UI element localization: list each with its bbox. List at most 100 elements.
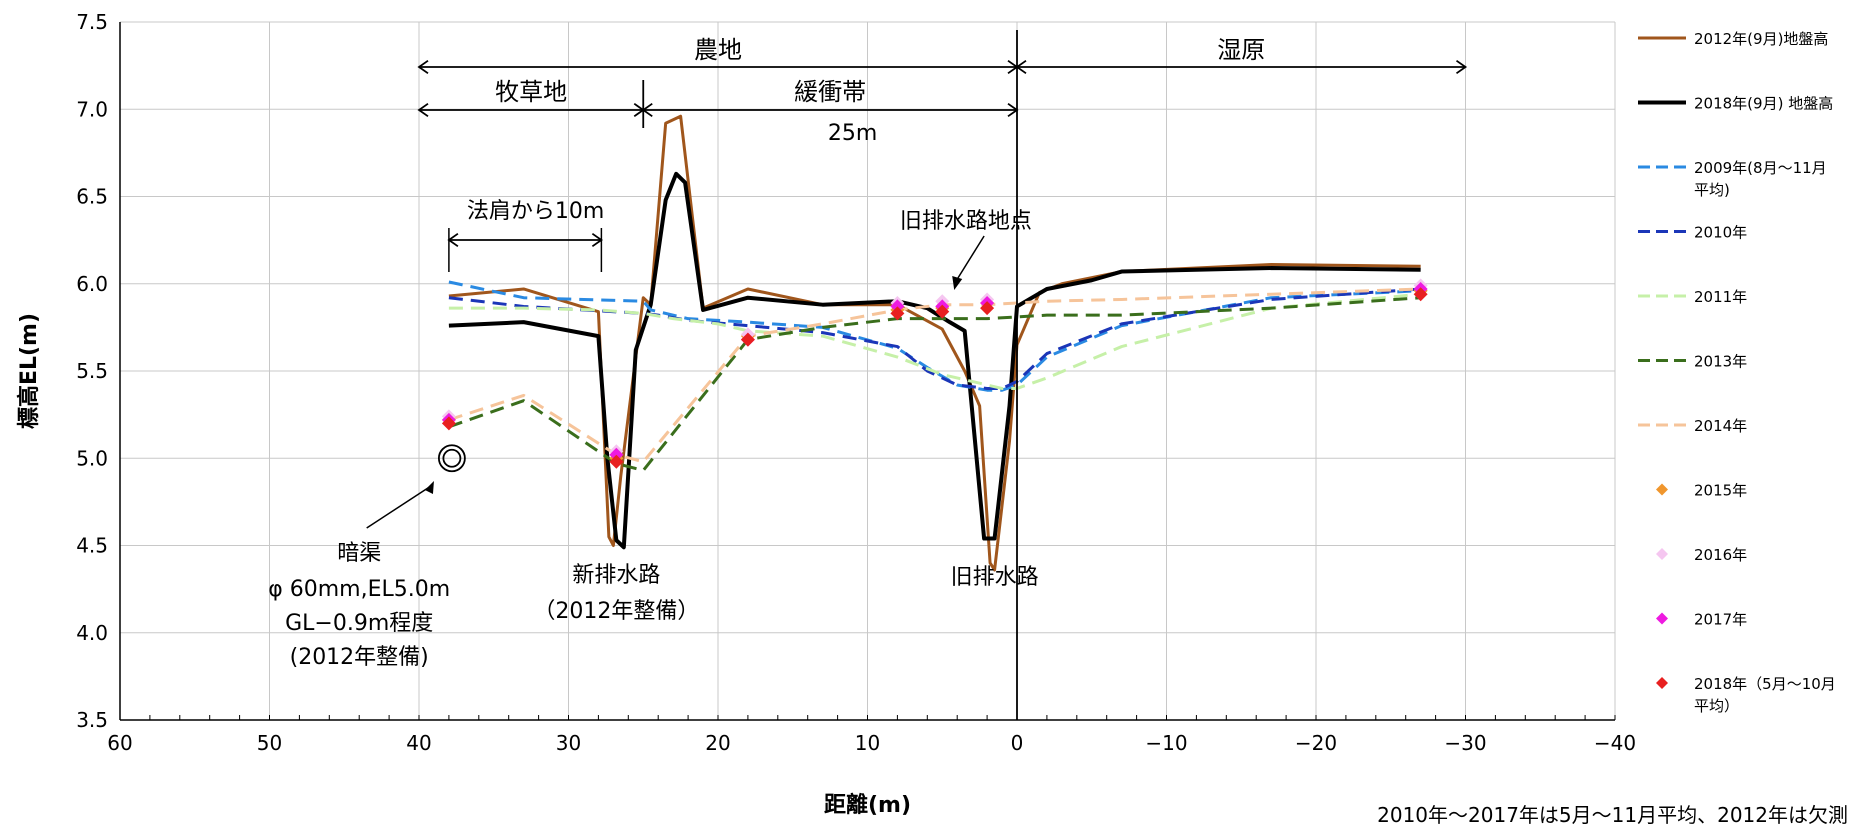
y-tick-label: 5.0	[76, 446, 108, 470]
legend-marker	[1656, 612, 1668, 625]
label-ankyo-2: GL−0.9m程度	[285, 611, 433, 636]
data-series	[441, 114, 1428, 572]
data-point	[890, 306, 905, 321]
label-width-25m: 25m	[828, 121, 877, 146]
data-point	[441, 416, 456, 431]
legend-label: 2018年(9月) 地盤高	[1694, 95, 1833, 113]
leader-line	[953, 235, 985, 285]
arrow-head	[1007, 102, 1019, 118]
x-tick-label: 0	[1011, 731, 1024, 755]
y-tick-label: 4.5	[76, 534, 108, 558]
label-ankyo-0: 暗渠	[337, 541, 381, 566]
legend-item: 2011年	[1638, 288, 1747, 306]
legend-label: 平均）	[1694, 697, 1739, 715]
label-bokusouchi: 牧草地	[495, 78, 567, 106]
x-tick-label: 40	[406, 731, 431, 755]
arrow-head	[417, 59, 429, 75]
series-10	[441, 287, 1428, 469]
legend-item: 2018年(9月) 地盤高	[1638, 95, 1833, 113]
y-tick-label: 3.5	[76, 708, 108, 732]
legend-marker	[1656, 677, 1668, 689]
y-tick-label: 7.5	[76, 10, 108, 34]
series-1	[448, 171, 1421, 550]
legend-item: 2010年	[1638, 224, 1747, 242]
label-nouchi: 農地	[694, 36, 742, 64]
arrow-head	[641, 102, 653, 118]
data-point	[740, 332, 755, 347]
series-4	[448, 292, 1421, 390]
series-5	[448, 296, 1421, 472]
legend-label: 2018年（5月～10月	[1694, 675, 1836, 693]
x-tick-label: −30	[1444, 731, 1486, 755]
x-tick-label: 10	[855, 731, 880, 755]
label-norikata: 法肩から10m	[467, 199, 604, 224]
arrow-head	[1455, 59, 1468, 75]
legend-label: 2010年	[1694, 224, 1747, 242]
label-ankyo-1: φ 60mm,EL5.0m	[268, 577, 450, 602]
culvert-inner-circle	[442, 448, 462, 468]
arrow-head	[591, 232, 603, 248]
culvert-outer-circle	[437, 444, 466, 473]
legend-label: 2015年	[1694, 482, 1747, 500]
culvert-leader-arrow	[424, 481, 434, 494]
x-tick-label: −40	[1594, 731, 1636, 755]
legend-label: 2013年	[1694, 353, 1747, 371]
data-point	[980, 301, 995, 316]
axes: 60 50 40 30 20 10 0 −10 −20 −30 −40 3.5 4.0 4.5 5.0 5.5…	[16, 10, 1636, 818]
arrow-head	[447, 232, 459, 248]
label-shinhaisui: 新排水路	[572, 563, 660, 588]
label-kanshoutai: 緩衝帯	[794, 78, 866, 106]
label-ankyo-3: (2012年整備)	[290, 645, 429, 670]
legend-label: 平均)	[1694, 181, 1730, 199]
x-tick-label: −20	[1295, 731, 1337, 755]
series-line	[448, 287, 1421, 390]
label-shitsugen: 湿原	[1217, 36, 1265, 64]
legend: 2012年(9月)地盤高 2018年(9月) 地盤高 2009年(8月～11月平均)…	[1638, 30, 1836, 715]
series-3	[448, 287, 1421, 390]
legend-item: 2009年(8月～11月平均)	[1638, 159, 1827, 199]
label-kyuhaisui-point: 旧排水路地点	[900, 209, 1032, 234]
series-line	[448, 287, 1421, 464]
legend-label: 2012年(9月)地盤高	[1694, 30, 1828, 48]
culvert-leader-line	[366, 485, 432, 529]
x-tick-label: 30	[556, 731, 581, 755]
series-8	[441, 278, 1428, 459]
arrow-head	[417, 102, 429, 118]
y-tick-label: 5.5	[76, 359, 108, 383]
data-point	[609, 454, 624, 469]
series-6	[448, 287, 1421, 464]
legend-label: 2009年(8月～11月	[1694, 159, 1827, 177]
label-kyuhaisui: 旧排水路	[951, 565, 1039, 590]
legend-item: 2015年	[1656, 482, 1747, 500]
legend-marker	[1656, 483, 1668, 496]
y-tick-label: 6.5	[76, 185, 108, 209]
leader-arrow	[952, 276, 963, 290]
x-axis-title: 距離(m)	[824, 792, 911, 818]
legend-item: 2017年	[1656, 611, 1747, 629]
legend-label: 2017年	[1694, 611, 1747, 629]
data-point	[935, 304, 950, 319]
series-line	[448, 296, 1421, 472]
legend-item: 2016年	[1656, 546, 1747, 564]
data-point	[1413, 287, 1428, 302]
legend-label: 2016年	[1694, 546, 1747, 564]
legend-item: 2014年	[1638, 417, 1747, 435]
footnote: 2010年～2017年は5月～11月平均、2012年は欠測	[1377, 803, 1848, 827]
legend-marker	[1656, 548, 1668, 560]
legend-label: 2011年	[1694, 288, 1747, 306]
x-tick-label: 20	[705, 731, 730, 755]
y-tick-label: 4.0	[76, 621, 108, 645]
y-axis-title: 標高EL(m)	[16, 313, 42, 429]
legend-label: 2014年	[1694, 417, 1747, 435]
legend-item: 2013年	[1638, 353, 1747, 371]
series-line	[448, 114, 1421, 572]
series-0	[448, 114, 1421, 572]
x-tick-label: 50	[257, 731, 282, 755]
label-shinhaisui-year: （2012年整備）	[533, 599, 699, 624]
x-tick-label: −10	[1145, 731, 1187, 755]
y-tick-label: 6.0	[76, 272, 108, 296]
y-tick-label: 7.0	[76, 97, 108, 121]
